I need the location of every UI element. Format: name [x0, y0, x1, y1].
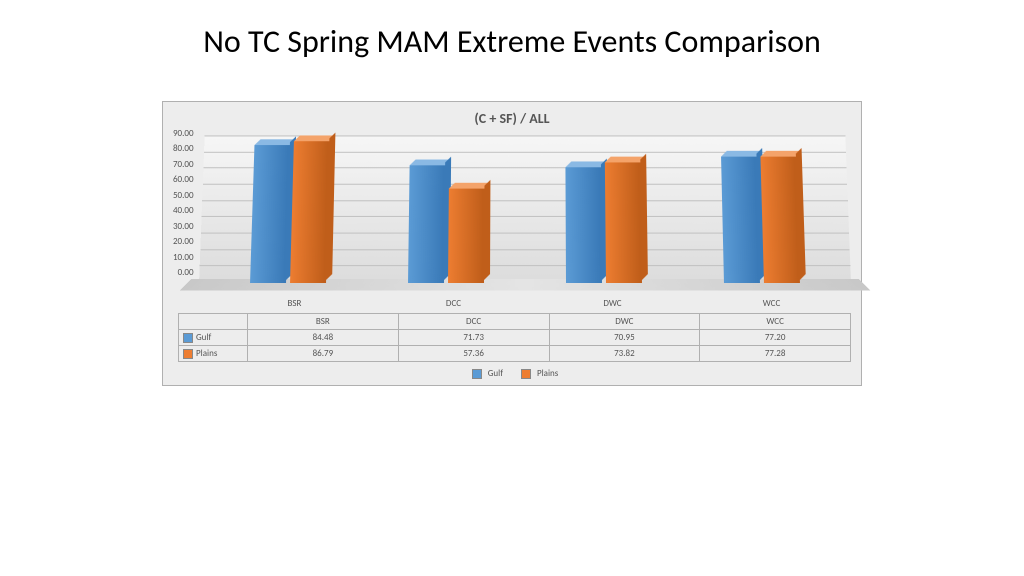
y-tick-label: 80.00	[173, 143, 194, 154]
plot-row: 90.0080.0070.0060.0050.0040.0030.0020.00…	[173, 133, 851, 284]
y-tick-label: 70.00	[173, 159, 194, 170]
table-row-header: Plains	[179, 346, 248, 362]
legend-swatch-icon	[183, 349, 193, 359]
legend-item: Plains	[515, 368, 558, 379]
table-cell: 73.82	[549, 346, 700, 362]
y-tick-label: 40.00	[173, 205, 194, 216]
legend: Gulf Plains	[173, 362, 851, 379]
legend-item: Gulf	[466, 368, 503, 379]
chart-container: (C + SF) / ALL 90.00 80.00 70.00 60.00 50.00…	[162, 101, 862, 386]
plot-area	[199, 136, 851, 284]
y-tick-label: 90.00	[173, 128, 194, 139]
y-axis: 90.00 80.00 70.00 60.00 50.00 40.00 30.00 20.00…	[173, 128, 199, 278]
y-tick-label: 50.00	[173, 190, 194, 201]
category-label: DWC	[568, 298, 658, 309]
table-col-header: WCC	[700, 314, 851, 330]
data-table: BSRDCCDWCWCC Gulf84.4871.7370.9577.20 Plai…	[178, 313, 851, 362]
bar-gulf	[250, 145, 290, 283]
table-cell: 71.73	[398, 330, 549, 346]
category-label: BSR	[250, 298, 340, 309]
y-tick-label: 30.00	[173, 221, 194, 232]
bar-group	[243, 142, 336, 283]
bar-group	[558, 162, 648, 283]
table-col-header: BSR	[248, 314, 399, 330]
slide-title: No TC Spring MAM Extreme Events Comparis…	[0, 0, 1024, 71]
table-cell: 70.95	[549, 330, 700, 346]
table-cell: 77.28	[700, 346, 851, 362]
y-tick-label: 0.00	[173, 267, 194, 278]
legend-swatch-icon	[521, 369, 531, 379]
bars-region	[199, 136, 851, 283]
bar-plains	[605, 162, 642, 283]
table-col-header: DCC	[398, 314, 549, 330]
y-tick-label: 60.00	[173, 174, 194, 185]
chart-title: (C + SF) / ALL	[173, 110, 851, 127]
category-label: DCC	[409, 298, 499, 309]
category-label: WCC	[727, 298, 817, 309]
table-col-header: DWC	[549, 314, 700, 330]
y-tick-label: 20.00	[173, 236, 194, 247]
bar-group	[714, 157, 807, 283]
bar-gulf	[565, 167, 602, 283]
table-row-header: Gulf	[179, 330, 248, 346]
table-cell: 86.79	[248, 346, 399, 362]
bar-plains	[448, 189, 484, 283]
legend-swatch-icon	[472, 369, 482, 379]
legend-swatch-icon	[183, 333, 193, 343]
bar-group	[401, 166, 491, 283]
table-cell: 77.20	[700, 330, 851, 346]
table-corner	[179, 314, 248, 330]
table-cell: 57.36	[398, 346, 549, 362]
table-cell: 84.48	[248, 330, 399, 346]
bar-gulf	[408, 166, 445, 283]
bar-plains	[290, 142, 329, 283]
bar-plains	[760, 157, 800, 283]
y-tick-label: 10.00	[173, 252, 194, 263]
bar-gulf	[721, 157, 760, 283]
